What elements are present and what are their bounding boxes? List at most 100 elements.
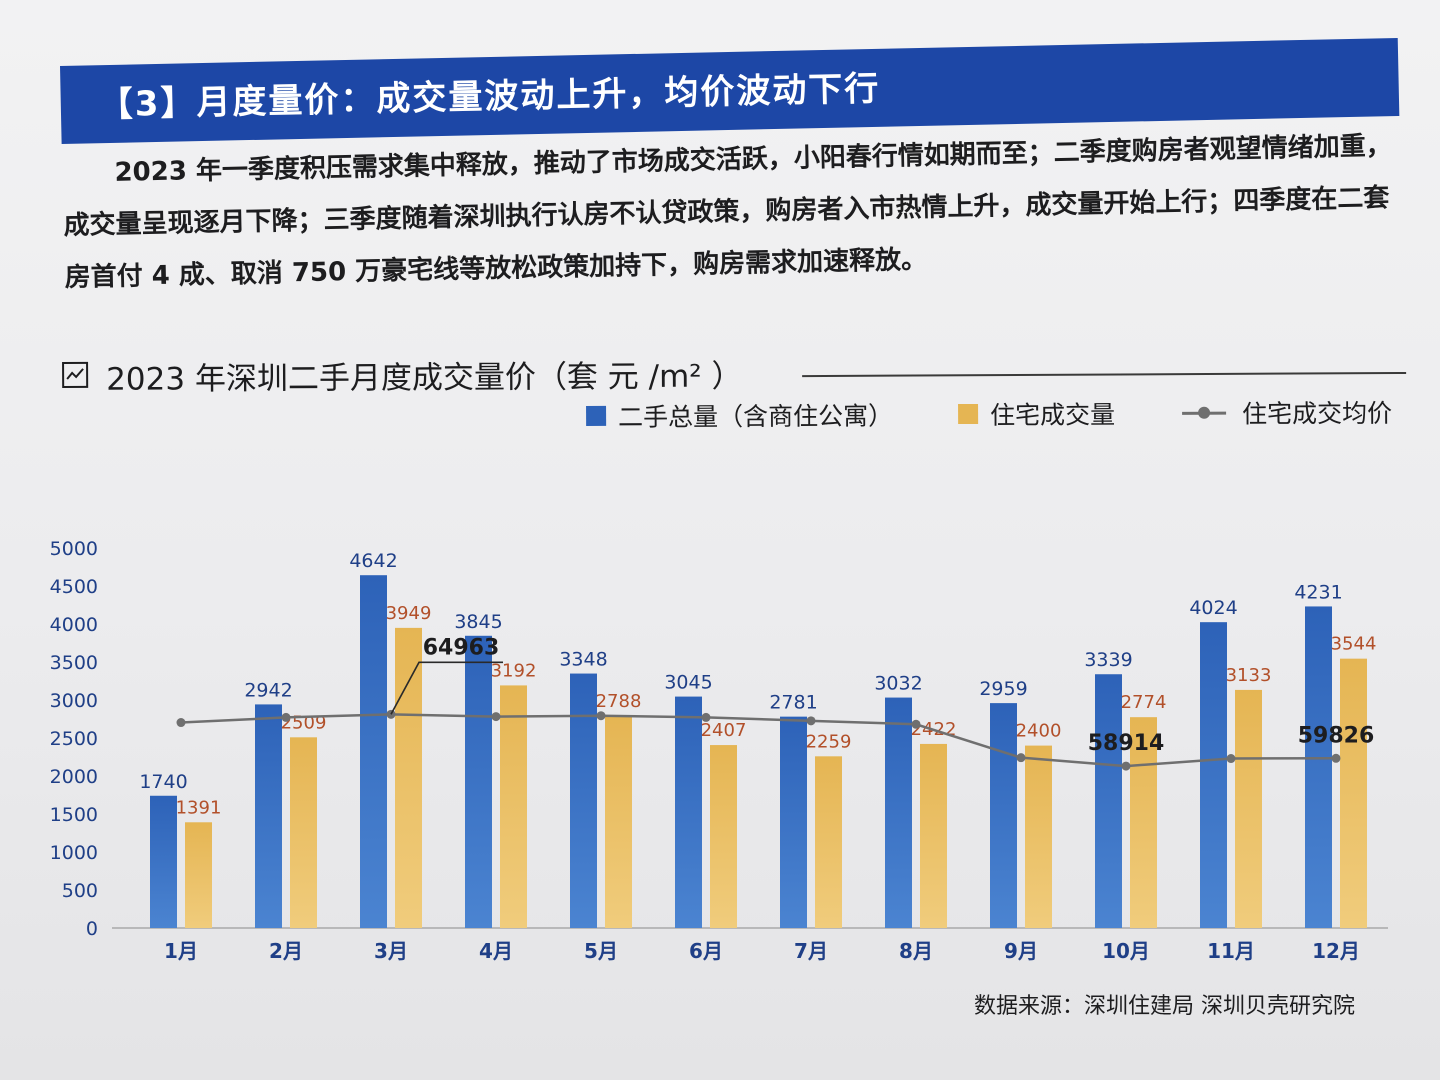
price-point [1016,753,1026,763]
x-tick-label: 6月 [689,939,723,963]
data-label-residential: 3949 [386,603,432,624]
y-tick-label: 1500 [50,804,98,826]
data-label-total: 3845 [454,611,502,633]
bar-residential [1025,745,1052,928]
intro-paragraph-block: 2023 年一季度积压需求集中释放，推动了市场成交活跃，小阳春行情如期而至；二季… [62,120,1411,304]
data-label-residential: 2400 [1016,721,1062,742]
bar-total [780,716,807,928]
chart-legend: 二手总量（含商住公寓） 住宅成交量 住宅成交均价 [586,394,1406,434]
y-tick-label: 5000 [50,538,98,560]
line-chart-icon [62,361,89,388]
data-label-total: 3045 [664,672,712,694]
price-point [176,718,186,728]
x-tick-label: 11月 [1207,939,1255,963]
price-point [491,712,501,722]
data-label-residential: 2259 [806,731,852,752]
bar-total [465,635,492,928]
bar-residential [1130,717,1157,928]
legend-swatch-price [1182,403,1227,423]
bar-residential [500,685,527,928]
x-tick-label: 1月 [164,939,198,963]
bar-total [150,795,177,928]
bar-total [570,673,597,928]
bar-residential [1235,689,1262,928]
price-callout-leader [390,661,503,715]
data-label-total: 2959 [979,678,1027,700]
y-tick-label: 4000 [50,614,98,636]
y-tick-label: 1000 [50,842,98,864]
y-tick-label: 2500 [50,728,98,750]
bar-total [990,703,1017,928]
bar-residential [185,822,212,928]
price-line [180,713,1337,768]
legend-label-price: 住宅成交均价 [1242,398,1393,429]
section-title: 【3】月度量价：成交量波动上升，均价波动下行 [98,68,881,126]
legend-swatch-residential [958,403,979,425]
bar-total [1305,606,1332,928]
data-label-total: 3032 [874,673,922,695]
data-label-residential: 3192 [491,660,537,681]
price-point [701,712,711,722]
price-point [1226,754,1236,764]
y-tick-label: 500 [62,880,98,902]
y-tick-label: 3000 [50,690,98,712]
bar-total [360,575,387,928]
bar-total [1200,622,1227,928]
data-label-total: 4024 [1189,597,1237,619]
legend-item-residential: 住宅成交量 [958,395,1115,432]
y-tick-label: 3500 [50,652,98,674]
price-point [1331,753,1341,763]
intro-paragraph: 2023 年一季度积压需求集中释放，推动了市场成交活跃，小阳春行情如期而至；二季… [63,131,1392,293]
data-label-residential: 1391 [176,797,222,818]
x-tick-label: 12月 [1312,939,1360,963]
x-tick-label: 2月 [269,939,303,963]
data-label-total: 1740 [139,771,187,793]
data-label-residential: 2788 [596,691,642,712]
legend-swatch-total [586,405,607,426]
bar-residential [1340,658,1367,928]
x-tick-label: 8月 [899,939,933,963]
price-point [911,719,921,729]
legend-label-total: 二手总量（含商住公寓） [618,401,894,432]
y-tick-label: 4500 [50,576,98,598]
x-tick-label: 7月 [794,939,828,963]
chart-title-row: 2023 年深圳二手月度成交量价（套 元 /m² ） [62,345,1408,398]
volume-price-chart: 0 500 1000 1500 2000 2500 3000 3500 4000 4500 5000… [50,538,1388,963]
price-point [281,712,291,722]
legend-item-total: 二手总量（含商住公寓） [586,396,893,434]
price-point [806,716,816,726]
data-label-residential: 2774 [1121,692,1167,713]
x-tick-label: 5月 [584,939,618,963]
data-label-residential: 3544 [1331,634,1377,655]
bar-residential [815,756,842,928]
data-label-total: 3348 [559,649,607,671]
price-point [1121,761,1131,771]
data-label-residential: 2407 [701,720,747,741]
chart-title: 2023 年深圳二手月度成交量价（套 元 /m² ） [106,358,743,398]
price-callout-label: 58914 [1088,731,1165,756]
bar-residential [290,737,317,928]
bar-residential [920,743,947,928]
data-label-total: 3339 [1084,649,1132,671]
data-label-residential: 3133 [1226,665,1272,686]
x-tick-label: 3月 [374,939,408,963]
bar-total [885,697,912,928]
legend-item-price: 住宅成交均价 [1182,394,1392,431]
bar-total [675,696,702,928]
data-label-total: 4642 [349,550,397,572]
legend-label-residential: 住宅成交量 [990,400,1116,430]
x-tick-label: 10月 [1102,939,1150,963]
data-source-note: 数据来源：深圳住建局 深圳贝壳研究院 [974,994,1355,1019]
price-callout-label: 59826 [1298,723,1375,748]
data-label-total: 2781 [769,692,817,714]
price-callout-label: 64963 [423,635,500,660]
bar-residential [605,716,632,928]
data-label-total: 2942 [244,679,292,701]
title-divider [802,371,1407,378]
price-point [596,711,606,721]
data-label-total: 4231 [1294,581,1342,603]
y-tick-label: 2000 [50,766,98,788]
bar-residential [395,627,422,928]
bar-residential [710,745,737,928]
